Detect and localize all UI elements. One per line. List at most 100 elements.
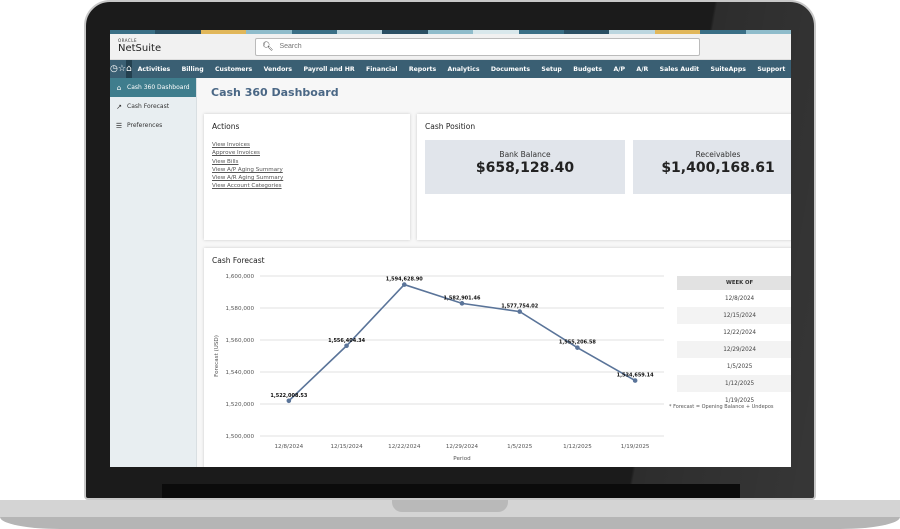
x-tick-label: 12/8/2024 — [275, 444, 304, 450]
page-title: Cash 360 Dashboard — [211, 86, 339, 99]
x-tick-label: 1/5/2025 — [507, 444, 533, 450]
tile-label: Receivables — [695, 150, 741, 159]
stripe-segment — [110, 30, 156, 34]
table-row[interactable]: 12/22/2024 — [677, 324, 791, 341]
x-tick-label: 1/19/2025 — [621, 444, 650, 450]
table-row[interactable]: 12/8/2024 — [677, 290, 791, 307]
week-of-cell: 1/12/2025 — [677, 375, 791, 392]
main-content: Cash 360 Dashboard Actions View Invoices… — [197, 78, 791, 467]
sidebar-item-label: Cash Forecast — [127, 103, 170, 110]
table-row[interactable]: 1/12/2025 — [677, 375, 791, 392]
nav-item-payroll-and-hr[interactable]: Payroll and HR — [303, 65, 355, 73]
cash-position-title: Cash Position — [425, 122, 476, 131]
preferences-icon: ☰ — [115, 121, 123, 130]
week-of-cell: 12/8/2024 — [677, 290, 791, 307]
screen: ORACLE NetSuite 🔍︎ ◷ ☆ ⌂ Activities Billi… — [110, 30, 791, 467]
sidebar-item-label: Cash 360 Dashboard — [127, 84, 190, 91]
data-point[interactable] — [632, 378, 638, 383]
sidebar-item-cash-360-dashboard[interactable]: ⌂ Cash 360 Dashboard — [110, 78, 196, 97]
table-row[interactable]: 1/5/2025 — [677, 358, 791, 375]
week-of-cell: 12/29/2024 — [677, 341, 791, 358]
actions-title: Actions — [212, 122, 240, 131]
stripe-segment — [427, 30, 474, 34]
week-of-cell: 12/15/2024 — [677, 307, 791, 324]
nav-item-a-r[interactable]: A/R — [636, 65, 649, 73]
recent-icon[interactable]: ◷ — [110, 64, 118, 74]
sidebar: ⌂ Cash 360 Dashboard ↗ Cash Forecast ☰ Prefer… — [110, 78, 197, 467]
actions-card: Actions View Invoices Approve Invoices Vie… — [204, 114, 410, 240]
column-header-week-of[interactable]: WEEK OF — [677, 276, 791, 290]
x-axis-label: Period — [453, 456, 471, 462]
nav-item-budgets[interactable]: Budgets — [573, 65, 603, 73]
table-row[interactable]: 12/29/2024 — [677, 341, 791, 358]
netsuite-logo[interactable]: ORACLE NetSuite — [110, 39, 255, 54]
data-label: 1,556,404.34 — [328, 338, 366, 344]
nav-item-support[interactable]: Support — [757, 65, 786, 73]
action-link-view-bills[interactable]: View Bills — [212, 158, 239, 165]
x-tick-label: 12/15/2024 — [330, 444, 363, 450]
y-tick-label: 1,540,000 — [226, 370, 255, 376]
nav-item-billing[interactable]: Billing — [181, 65, 204, 73]
data-label: 1,534,659.14 — [617, 373, 655, 379]
data-point[interactable] — [286, 398, 292, 404]
y-tick-label: 1,520,000 — [226, 402, 255, 408]
action-link-view-invoices[interactable]: View Invoices — [212, 142, 250, 148]
home-icon: ⌂ — [116, 83, 122, 92]
nav-item-customers[interactable]: Customers — [215, 65, 253, 73]
data-point[interactable] — [575, 345, 580, 350]
data-point[interactable] — [401, 282, 407, 287]
nav-item-suiteapps[interactable]: SuiteApps — [710, 65, 746, 73]
nav-item-vendors[interactable]: Vendors — [263, 65, 293, 73]
logo-netsuite: NetSuite — [118, 43, 162, 54]
search-input[interactable] — [279, 43, 680, 50]
data-point[interactable] — [517, 309, 523, 314]
receivables-tile[interactable]: Receivables $1,400,168.61 — [633, 140, 791, 194]
logo-oracle: ORACLE — [118, 38, 137, 43]
action-link-approve-invoices[interactable]: Approve Invoices — [212, 150, 260, 157]
data-label: 1,577,754.02 — [501, 304, 539, 310]
tile-value: $1,400,168.61 — [661, 160, 775, 176]
cash-forecast-line-chart[interactable]: 1,600,000 1,580,000 1,560,000 1,540,000 1,52… — [204, 248, 674, 467]
nav-item-documents[interactable]: Documents — [490, 65, 531, 73]
y-tick-label: 1,580,000 — [226, 306, 255, 312]
y-tick-label: 1,600,000 — [226, 274, 255, 280]
laptop-notch — [392, 500, 508, 512]
data-label: 1,522,008.53 — [270, 393, 308, 399]
favorites-icon[interactable]: ☆ — [117, 64, 126, 74]
main-nav: ◷ ☆ ⌂ Activities Billing Customers Vendors P… — [110, 60, 791, 78]
stripe-segment — [155, 30, 201, 34]
sidebar-item-cash-forecast[interactable]: ↗ Cash Forecast — [110, 97, 196, 116]
forecast-table: WEEK OF 12/8/2024 12/15/2024 12/22/2024 12/… — [677, 276, 791, 409]
stripe-segment — [654, 30, 701, 34]
stripe-segment — [337, 30, 383, 34]
stripe-segment — [291, 30, 338, 34]
x-tick-label: 12/29/2024 — [446, 444, 479, 450]
action-link-view-a-p-aging-summary[interactable]: View A/P Aging Summary — [212, 166, 283, 173]
action-links: View Invoices Approve Invoices View Bills V… — [212, 141, 283, 191]
global-search[interactable]: 🔍︎ — [255, 37, 700, 56]
nav-item-analytics[interactable]: Analytics — [447, 65, 480, 73]
table-row[interactable]: 12/15/2024 — [677, 307, 791, 324]
week-of-cell: 1/19/2025 — [677, 392, 791, 409]
cash-forecast-card: Cash Forecast 1,600,000 1,580,000 1,560,00… — [204, 248, 791, 467]
bank-balance-tile[interactable]: Bank Balance $658,128.40 — [425, 140, 625, 194]
nav-item-financial[interactable]: Financial — [366, 65, 398, 73]
week-of-cell: 1/5/2025 — [677, 358, 791, 375]
header: ORACLE NetSuite 🔍︎ — [110, 34, 791, 60]
data-point[interactable] — [344, 343, 349, 349]
action-link-view-a-r-aging-summary[interactable]: View A/R Aging Summary — [212, 175, 284, 182]
home-icon[interactable]: ⌂ — [125, 60, 132, 78]
stripe-segment — [473, 30, 519, 34]
action-link-view-account-categories[interactable]: View Account Categories — [212, 183, 282, 190]
data-point[interactable] — [459, 301, 465, 306]
nav-item-setup[interactable]: Setup — [541, 65, 562, 73]
forecast-footnote: * Forecast = Opening Balance + Undepos — [669, 404, 774, 410]
table-row[interactable]: 1/19/2025 — [677, 392, 791, 409]
nav-item-activities[interactable]: Activities — [137, 65, 171, 73]
nav-item-sales-audit[interactable]: Sales Audit — [659, 65, 700, 73]
nav-item-a-p[interactable]: A/P — [613, 65, 626, 73]
data-label: 1,582,901.46 — [443, 295, 481, 301]
sidebar-item-preferences[interactable]: ☰ Preferences — [110, 116, 196, 135]
stripe-segment — [564, 30, 610, 34]
nav-item-reports[interactable]: Reports — [408, 65, 437, 73]
